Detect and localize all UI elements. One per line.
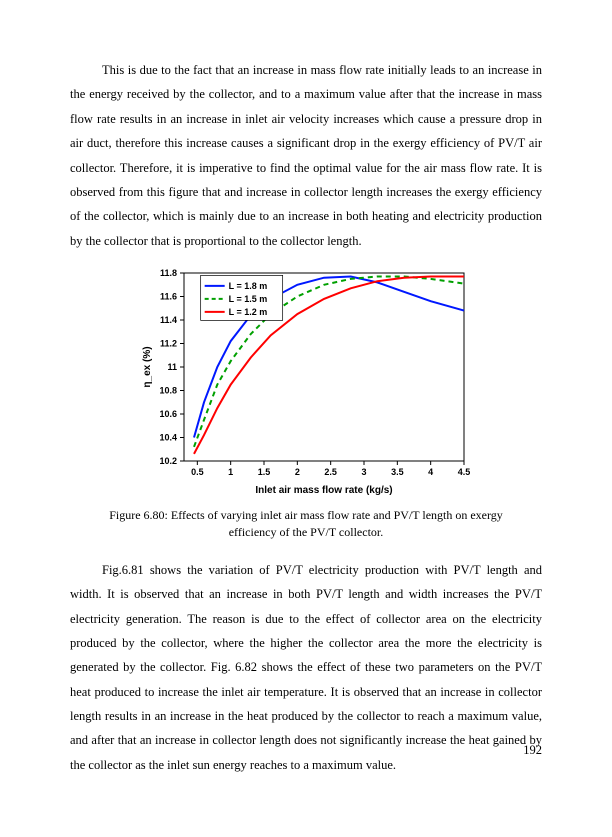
- svg-text:3.5: 3.5: [391, 467, 404, 477]
- svg-text:1: 1: [228, 467, 233, 477]
- svg-text:11.6: 11.6: [160, 292, 177, 302]
- page-number: 192: [523, 743, 542, 758]
- svg-text:L = 1.8 m: L = 1.8 m: [229, 281, 268, 291]
- figure-6-80: 0.5 1 1.5 2 2.5 3 3.5 4 4.5 10.2 10.4 10.6 10.8 11 11.…: [136, 263, 476, 503]
- svg-text:2.5: 2.5: [324, 467, 337, 477]
- page-content: This is due to the fact that an increase…: [0, 0, 612, 837]
- svg-text:4.5: 4.5: [458, 467, 471, 477]
- body-paragraph-2: Fig.6.81 shows the variation of PV/T ele…: [70, 558, 542, 777]
- svg-text:3: 3: [361, 467, 366, 477]
- svg-text:10.4: 10.4: [159, 433, 177, 443]
- svg-text:L = 1.2 m: L = 1.2 m: [229, 307, 268, 317]
- svg-text:1.5: 1.5: [258, 467, 271, 477]
- exergy-efficiency-chart: 0.5 1 1.5 2 2.5 3 3.5 4 4.5 10.2 10.4 10.6 10.8 11 11.…: [136, 263, 476, 503]
- svg-text:10.6: 10.6: [159, 409, 177, 419]
- svg-text:10.8: 10.8: [159, 386, 177, 396]
- svg-text:11: 11: [167, 362, 177, 372]
- svg-text:2: 2: [295, 467, 300, 477]
- svg-text:η_ex (%): η_ex (%): [142, 346, 153, 387]
- svg-text:Inlet air mass flow rate (kg/s: Inlet air mass flow rate (kg/s): [255, 485, 392, 496]
- figure-caption: Figure 6.80: Effects of varying inlet ai…: [90, 507, 522, 542]
- svg-text:4: 4: [428, 467, 433, 477]
- svg-text:10.2: 10.2: [159, 456, 177, 466]
- svg-text:11.8: 11.8: [160, 268, 177, 278]
- svg-text:11.2: 11.2: [160, 339, 177, 349]
- svg-text:L = 1.5 m: L = 1.5 m: [229, 294, 268, 304]
- body-paragraph-1: This is due to the fact that an increase…: [70, 58, 542, 253]
- svg-text:11.4: 11.4: [160, 315, 177, 325]
- svg-text:0.5: 0.5: [191, 467, 204, 477]
